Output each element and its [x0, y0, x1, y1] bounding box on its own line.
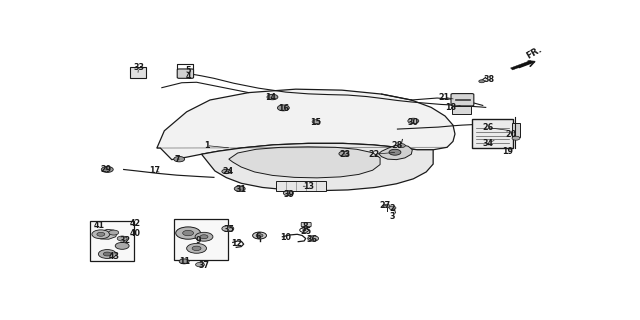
Text: 40: 40: [130, 228, 141, 237]
Circle shape: [312, 120, 320, 124]
Text: 13: 13: [303, 182, 314, 191]
Circle shape: [101, 166, 113, 172]
Circle shape: [234, 186, 245, 191]
Text: 20: 20: [506, 130, 516, 139]
Text: 37: 37: [198, 260, 209, 269]
Text: 30: 30: [408, 118, 419, 127]
Text: 6: 6: [256, 232, 261, 241]
Text: 15: 15: [310, 118, 321, 127]
Text: 2: 2: [390, 204, 396, 213]
Circle shape: [187, 244, 207, 253]
Text: 14: 14: [266, 93, 276, 102]
Circle shape: [267, 94, 278, 100]
Text: 33: 33: [133, 63, 144, 72]
Circle shape: [222, 169, 231, 174]
Bar: [90, 221, 134, 261]
Text: 39: 39: [284, 190, 295, 199]
Circle shape: [389, 206, 396, 210]
Circle shape: [196, 262, 205, 267]
Text: 43: 43: [108, 252, 119, 261]
Polygon shape: [94, 229, 117, 239]
Text: 3: 3: [390, 212, 396, 221]
Bar: [129, 67, 147, 78]
Circle shape: [99, 250, 116, 259]
Circle shape: [277, 105, 289, 111]
Circle shape: [103, 252, 111, 256]
Text: 34: 34: [482, 139, 493, 148]
Circle shape: [115, 243, 129, 249]
Circle shape: [512, 136, 520, 140]
FancyBboxPatch shape: [451, 93, 474, 106]
Circle shape: [182, 230, 193, 236]
Bar: [276, 181, 326, 191]
Text: 35: 35: [223, 225, 234, 234]
Text: 8: 8: [303, 222, 308, 231]
Circle shape: [308, 236, 319, 241]
Text: 7: 7: [175, 155, 180, 164]
Text: 32: 32: [119, 236, 130, 245]
Text: 38: 38: [483, 75, 494, 84]
Text: 24: 24: [222, 167, 234, 176]
Text: 5: 5: [186, 66, 191, 75]
Circle shape: [479, 80, 484, 83]
Text: 23: 23: [340, 150, 351, 159]
Text: 29: 29: [100, 165, 111, 174]
FancyBboxPatch shape: [177, 69, 193, 78]
Circle shape: [176, 227, 200, 239]
Circle shape: [222, 226, 234, 232]
Circle shape: [383, 204, 390, 208]
Text: 16: 16: [278, 104, 289, 113]
Polygon shape: [229, 147, 380, 178]
Text: 10: 10: [280, 234, 291, 243]
Circle shape: [200, 235, 208, 239]
Text: 26: 26: [482, 123, 493, 132]
Text: 21: 21: [438, 92, 450, 101]
Text: 11: 11: [180, 257, 191, 266]
Text: 4: 4: [186, 72, 191, 81]
Bar: [511, 124, 520, 137]
Text: 36: 36: [307, 235, 317, 244]
Circle shape: [109, 230, 118, 235]
Circle shape: [339, 151, 349, 156]
Text: 42: 42: [130, 219, 141, 228]
Bar: [472, 119, 513, 148]
Circle shape: [192, 246, 201, 251]
Text: 12: 12: [231, 239, 243, 248]
Circle shape: [117, 236, 127, 241]
Text: 1: 1: [204, 141, 209, 150]
Text: 25: 25: [300, 227, 311, 236]
Circle shape: [397, 144, 405, 148]
Circle shape: [408, 118, 419, 124]
Circle shape: [302, 229, 306, 231]
Polygon shape: [157, 89, 455, 160]
Text: 22: 22: [369, 150, 380, 159]
FancyBboxPatch shape: [301, 222, 311, 227]
Text: 17: 17: [149, 166, 160, 175]
Circle shape: [253, 232, 266, 239]
Text: 27: 27: [379, 201, 390, 210]
Text: 28: 28: [392, 141, 403, 150]
Bar: [174, 219, 228, 260]
Bar: [452, 107, 471, 114]
Text: 18: 18: [445, 103, 456, 112]
Polygon shape: [379, 145, 412, 160]
Circle shape: [92, 230, 110, 239]
Text: 9: 9: [195, 236, 201, 245]
Text: 31: 31: [236, 185, 246, 194]
Polygon shape: [511, 60, 532, 70]
Circle shape: [173, 156, 185, 162]
Text: 19: 19: [502, 147, 513, 156]
Circle shape: [179, 259, 189, 264]
Polygon shape: [202, 143, 433, 191]
Text: 41: 41: [93, 221, 104, 230]
Circle shape: [195, 232, 213, 241]
Text: FR.: FR.: [524, 45, 543, 61]
Circle shape: [97, 232, 105, 236]
Circle shape: [284, 191, 293, 196]
Circle shape: [389, 149, 401, 155]
Circle shape: [256, 234, 263, 237]
